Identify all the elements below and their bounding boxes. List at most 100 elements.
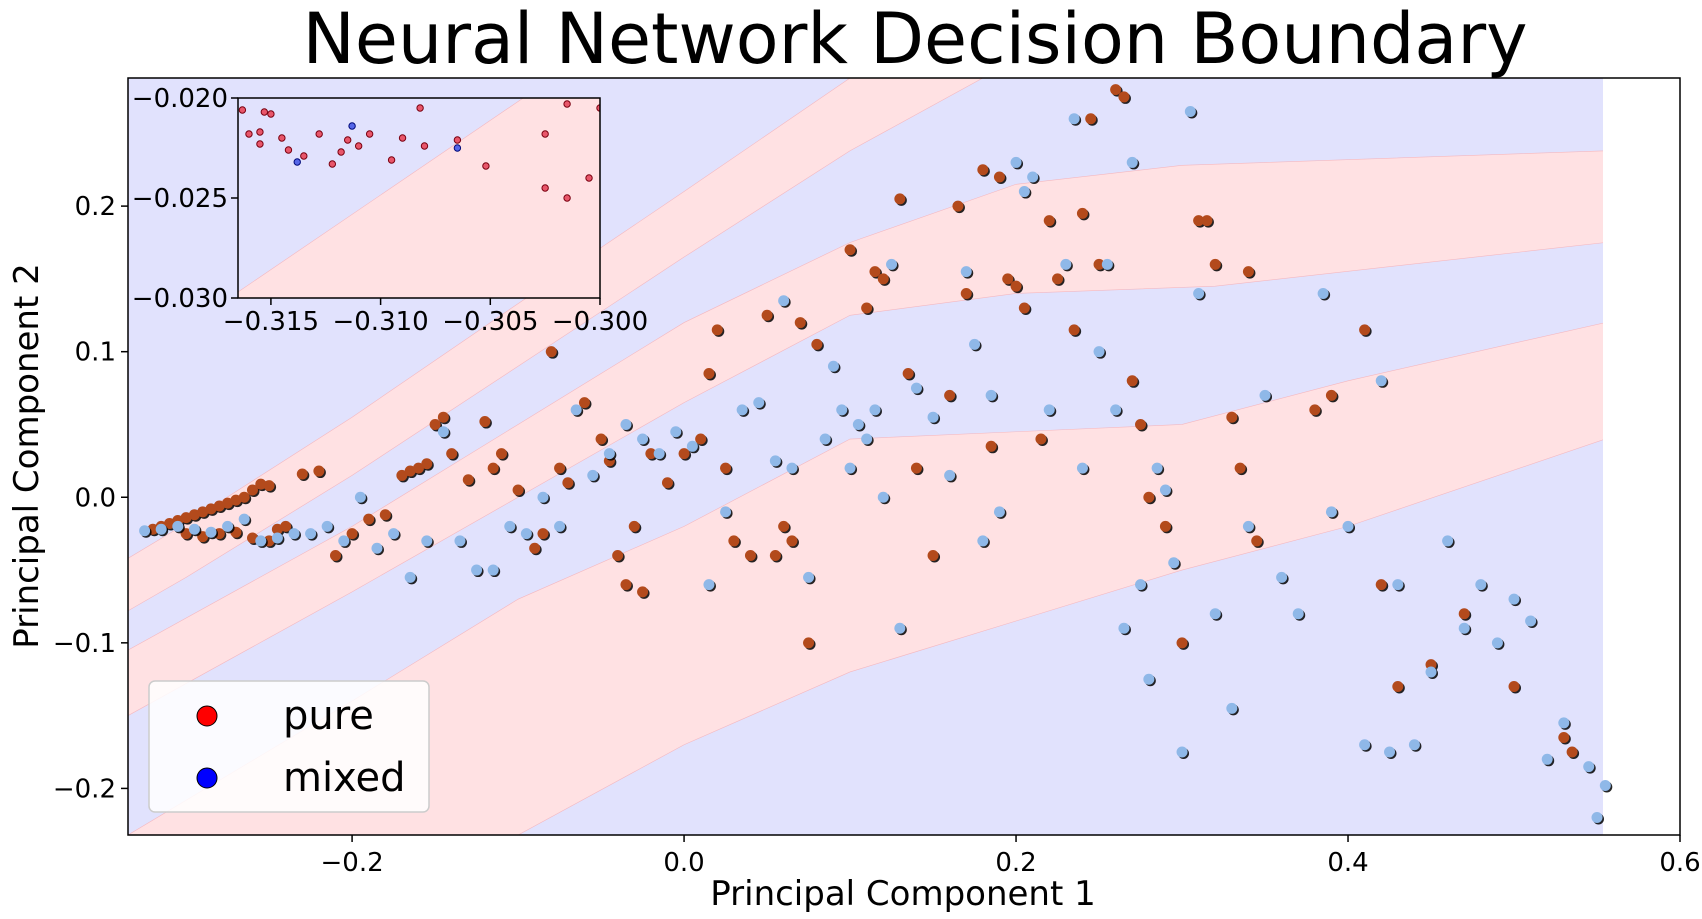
pure-point (1176, 637, 1188, 649)
mixed-point (1193, 287, 1205, 299)
pure-point (205, 503, 217, 515)
legend-box (148, 680, 430, 813)
pure-point (554, 462, 566, 474)
pure-point (744, 549, 756, 561)
mixed-point (620, 418, 632, 430)
mixed-point (388, 528, 400, 540)
y-tick-label: 0.1 (75, 338, 116, 368)
mixed-point (1541, 753, 1553, 765)
pure-point (246, 484, 258, 496)
inset-pure-point (260, 108, 269, 116)
inset-pure-point (238, 106, 247, 114)
pure-point (188, 509, 200, 521)
mixed-point (1076, 462, 1088, 474)
mixed-point (570, 404, 582, 416)
mixed-point (703, 579, 715, 591)
x-axis-ticks: −0.2 0.0 0.2 0.4 0.6 (321, 835, 1701, 878)
mixed-point (271, 532, 283, 544)
pure-point (238, 491, 250, 503)
pure-point (197, 506, 209, 518)
x-tick-label: −0.2 (321, 848, 384, 878)
pure-point (1193, 215, 1205, 227)
inset-mixed-point (453, 144, 462, 152)
pure-point (1135, 418, 1147, 430)
pure-point (861, 302, 873, 314)
mixed-point (1442, 535, 1454, 547)
mixed-point (778, 295, 790, 307)
pure-point (537, 528, 549, 540)
pure-point (993, 171, 1005, 183)
pure-point (446, 448, 458, 460)
pure-point (620, 579, 632, 591)
pure-point (280, 520, 292, 532)
inset-y-axis-ticks: −0.020 −0.025 −0.030 (132, 84, 238, 314)
mixed-point (985, 389, 997, 401)
pure-point (1126, 375, 1138, 387)
pure-point (271, 523, 283, 535)
mixed-point (960, 266, 972, 278)
mixed-point (139, 525, 151, 537)
mixed-point (1259, 389, 1271, 401)
mixed-point (1209, 608, 1221, 620)
mixed-point (1110, 404, 1122, 416)
x-axis-label: Principal Component 1 (710, 874, 1096, 914)
inset-data-points (238, 100, 600, 202)
pure-point (645, 448, 657, 460)
mixed-point (1583, 761, 1595, 773)
mixed-point (1018, 186, 1030, 198)
mixed-point (753, 397, 765, 409)
inset-pure-point (398, 134, 407, 142)
mixed-point (969, 338, 981, 350)
pure-point (1093, 258, 1105, 270)
mixed-point (1151, 462, 1163, 474)
mixed-point (1317, 287, 1329, 299)
mixed-point (1126, 156, 1138, 168)
pure-point (296, 468, 308, 480)
mixed-point (255, 535, 267, 547)
mixed-point (1068, 113, 1080, 125)
mixed-point (1276, 571, 1288, 583)
pure-point (396, 469, 408, 481)
mixed-point (1135, 579, 1147, 591)
legend-marker-mixed (196, 767, 218, 789)
legend-marker-pure (196, 705, 218, 727)
pure-point (844, 244, 856, 256)
pure-point (869, 266, 881, 278)
mixed-point (305, 528, 317, 540)
mixed-point (894, 622, 906, 634)
mixed-point (554, 520, 566, 532)
pure-point (437, 411, 449, 423)
mixed-point (1408, 739, 1420, 751)
inset-pure-point (416, 104, 424, 112)
pure-point (1035, 433, 1047, 445)
inset-x-tick-label: −0.315 (223, 307, 319, 337)
y-tick-label: 0.2 (75, 192, 116, 222)
inset-pure-point (563, 100, 571, 108)
inset-pure-point (315, 130, 323, 138)
mixed-point (910, 382, 922, 394)
mixed-point (188, 523, 200, 535)
inset-pure-point (541, 130, 549, 138)
mixed-point (454, 535, 466, 547)
mixed-point (238, 513, 250, 525)
mixed-point (404, 571, 416, 583)
pure-point (529, 542, 541, 554)
pure-point (1234, 462, 1246, 474)
inset-pure-point (256, 128, 264, 136)
mixed-point (670, 426, 682, 438)
pure-point (811, 338, 823, 350)
mixed-point (803, 571, 815, 583)
pure-point (1085, 113, 1097, 125)
pure-point (612, 549, 624, 561)
mixed-point (1043, 404, 1055, 416)
pure-point (902, 368, 914, 380)
inset-pure-point (482, 162, 490, 170)
pure-point (1375, 579, 1387, 591)
inset-pure-point (267, 110, 275, 118)
mixed-point (603, 448, 615, 460)
mixed-point (1093, 346, 1105, 358)
mixed-point (354, 491, 366, 503)
mixed-point (769, 455, 781, 467)
inset-mixed-point (348, 122, 356, 130)
